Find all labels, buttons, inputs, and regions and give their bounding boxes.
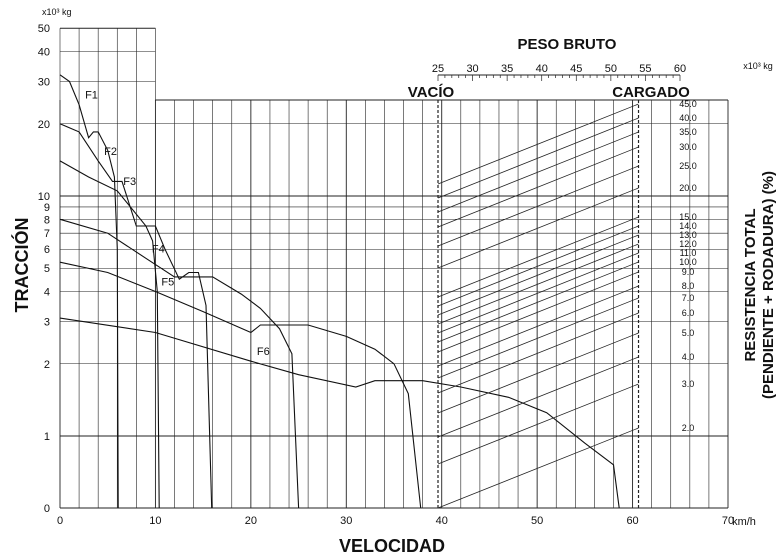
y-tick-label: 3 bbox=[44, 316, 50, 328]
top-axis-tick-label: 45 bbox=[570, 63, 582, 75]
resistance-label: 5.0 bbox=[682, 328, 695, 338]
resistance-line bbox=[437, 383, 639, 465]
top-axis-tick-label: 30 bbox=[466, 63, 478, 75]
resistance-line bbox=[437, 356, 639, 438]
y-tick-label: 1 bbox=[44, 431, 50, 443]
top-axis-title: PESO BRUTO bbox=[518, 36, 617, 53]
curve-label-f2: F2 bbox=[104, 146, 117, 158]
resistance-line bbox=[437, 216, 639, 298]
x-tick-label: 40 bbox=[436, 515, 448, 527]
curve-label-f1: F1 bbox=[85, 90, 98, 102]
top-axis-tick-label: 55 bbox=[639, 63, 651, 75]
resistance-label: 10.0 bbox=[679, 257, 697, 267]
y-tick-label: 2 bbox=[44, 359, 50, 371]
loaded-label: CARGADO bbox=[612, 84, 690, 101]
resistance-line bbox=[437, 252, 639, 334]
resistance-label: 35.0 bbox=[679, 127, 697, 137]
x-tick-label: 60 bbox=[626, 515, 638, 527]
right-axis-title-line1: RESISTENCIA TOTAL bbox=[742, 208, 759, 361]
y-tick-label: 20 bbox=[38, 119, 50, 131]
right-axis-title-line2: (PENDIENTE + RODADURA) (%) bbox=[760, 171, 777, 399]
right-axis: 45.0 40.0 35.0 30.0 25.0 20.0 15.014.013.012.0… bbox=[437, 99, 697, 509]
y-tick-label: 30 bbox=[38, 76, 50, 88]
resistance-label: 25.0 bbox=[679, 161, 697, 171]
top-axis-tick-label: 35 bbox=[501, 63, 513, 75]
resistance-line bbox=[437, 103, 639, 185]
x-tick-label: 50 bbox=[531, 515, 543, 527]
curve-label-f3: F3 bbox=[123, 176, 136, 188]
y-tick-label: 0 bbox=[44, 503, 50, 515]
resistance-line bbox=[437, 165, 639, 247]
resistance-line bbox=[437, 225, 639, 307]
resistance-line bbox=[437, 117, 639, 199]
x-tick-label: 10 bbox=[149, 515, 161, 527]
resistance-line bbox=[437, 146, 639, 228]
x-unit-label: km/h bbox=[732, 516, 756, 528]
y-tick-label: 4 bbox=[44, 287, 50, 299]
top-axis-unit: x10³ kg bbox=[743, 61, 773, 71]
resistance-label: 12.0 bbox=[679, 239, 697, 249]
resistance-label: 15.0 bbox=[679, 212, 697, 222]
x-axis-title: VELOCIDAD bbox=[339, 536, 445, 556]
x-tick-label: 20 bbox=[245, 515, 257, 527]
resistance-label: 13.0 bbox=[679, 230, 697, 240]
curve-f1 bbox=[59, 74, 119, 509]
resistance-line bbox=[437, 427, 639, 509]
curve-label-f6: F6 bbox=[257, 346, 270, 358]
resistance-line bbox=[437, 312, 639, 394]
resistance-label: 2.0 bbox=[682, 423, 695, 433]
top-axis-tick-label: 25 bbox=[432, 63, 444, 75]
resistance-line bbox=[437, 243, 639, 325]
curve-label-f4: F4 bbox=[152, 243, 165, 255]
top-axis-tick-label: 40 bbox=[536, 63, 548, 75]
resistance-label: 14.0 bbox=[679, 221, 697, 231]
resistance-label: 8.0 bbox=[682, 281, 695, 291]
curve-f5 bbox=[59, 261, 422, 509]
y-unit-label: x10³ kg bbox=[42, 7, 72, 17]
resistance-label: 11.0 bbox=[680, 248, 697, 258]
resistance-line bbox=[437, 234, 639, 316]
curves: F1 F2 F3 F4 F5 F6 bbox=[59, 74, 620, 509]
resistance-label: 3.0 bbox=[682, 379, 695, 389]
curve-f6 bbox=[59, 317, 620, 509]
resistance-label: 4.0 bbox=[682, 352, 695, 362]
y-tick-label: 50 bbox=[38, 23, 50, 35]
curve-f4 bbox=[59, 218, 300, 509]
y-tick-label: 5 bbox=[44, 263, 50, 275]
top-axis-tick-label: 50 bbox=[605, 63, 617, 75]
resistance-line bbox=[437, 297, 639, 379]
resistance-line bbox=[437, 131, 639, 213]
grid bbox=[59, 27, 729, 509]
resistance-label: 45.0 bbox=[679, 99, 697, 109]
y-tick-label: 6 bbox=[44, 244, 50, 256]
resistance-line bbox=[437, 285, 639, 367]
y-tick-label: 7 bbox=[44, 228, 50, 240]
y-axis-title: TRACCIÓN bbox=[11, 218, 32, 313]
resistance-line bbox=[437, 187, 639, 269]
y-tick-label: 9 bbox=[44, 202, 50, 214]
top-axis-tick-label: 60 bbox=[674, 63, 686, 75]
resistance-line bbox=[437, 271, 639, 353]
resistance-label: 20.0 bbox=[679, 183, 697, 193]
x-tick-label: 0 bbox=[57, 515, 63, 527]
curve-label-f5: F5 bbox=[161, 277, 174, 289]
curve-f2 bbox=[59, 123, 160, 509]
curve-f3 bbox=[59, 160, 213, 509]
x-tick-label: 70 bbox=[722, 515, 734, 527]
resistance-line bbox=[437, 332, 639, 414]
y-tick-label: 40 bbox=[38, 47, 50, 59]
y-tick-label: 8 bbox=[44, 214, 50, 226]
resistance-label: 6.0 bbox=[682, 308, 695, 318]
y-tick-label: 10 bbox=[38, 191, 50, 203]
resistance-label: 7.0 bbox=[682, 293, 695, 303]
top-axis: 25 30 35 40 45 50 55 60 bbox=[432, 63, 686, 81]
resistance-label: 40.0 bbox=[679, 113, 697, 123]
resistance-label: 30.0 bbox=[679, 142, 697, 152]
x-tick-label: 30 bbox=[340, 515, 352, 527]
empty-label: VACÍO bbox=[408, 84, 455, 101]
resistance-line bbox=[437, 261, 639, 343]
resistance-label: 9.0 bbox=[682, 267, 695, 277]
